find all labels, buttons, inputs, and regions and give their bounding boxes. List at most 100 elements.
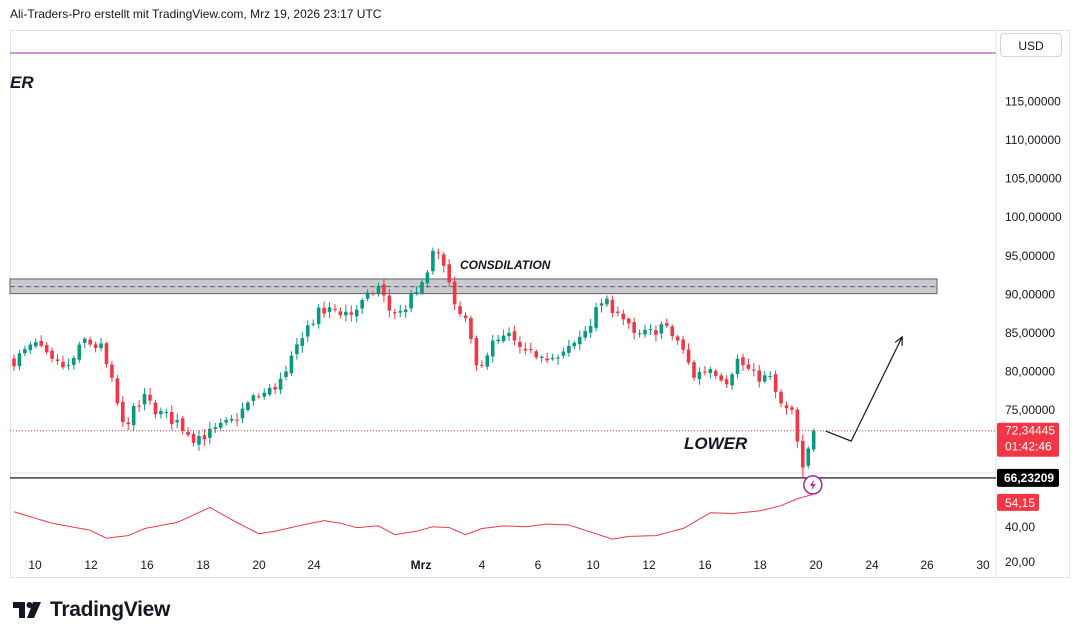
rsi-line <box>13 493 814 540</box>
candle-body <box>213 427 218 429</box>
candle-body <box>452 281 457 305</box>
candle-body <box>713 370 718 376</box>
candle-body <box>686 349 691 363</box>
resistance-zone: CONSDILATION <box>9 258 938 295</box>
candle-body <box>267 387 272 395</box>
candle-body <box>159 411 163 415</box>
candle-body <box>365 292 370 299</box>
candle-body <box>333 308 337 310</box>
candle-body <box>257 396 261 398</box>
candle-body <box>17 353 22 367</box>
candle-body <box>730 374 734 386</box>
candle-body <box>599 303 604 306</box>
time-tick-label: 10 <box>28 558 42 572</box>
candle-body <box>512 331 517 341</box>
candle-body <box>23 349 27 354</box>
candle-body <box>376 285 381 294</box>
candle-body <box>577 336 582 345</box>
candle-body <box>431 250 435 272</box>
candle-body <box>784 405 789 408</box>
candle-body <box>681 339 685 350</box>
time-tick-label: 20 <box>809 558 823 572</box>
time-tick-label: 12 <box>84 558 98 572</box>
candle-body <box>403 309 408 313</box>
current-price-badge <box>997 422 1059 457</box>
candle-body <box>463 315 468 319</box>
candle-body <box>588 326 593 333</box>
consolidation-label: CONSDILATION <box>460 258 551 272</box>
candle-body <box>191 433 196 443</box>
candle-body <box>474 338 479 366</box>
time-axis: 10 12 16 18 20 24 Mrz 4 6 10 12 16 18 20 24 26 30 <box>28 558 990 572</box>
rsi-tick-label: 40,00 <box>1005 520 1035 534</box>
candle-body <box>300 338 305 346</box>
candle-body <box>594 307 598 328</box>
candle-body <box>121 401 125 423</box>
candle-body <box>795 409 800 442</box>
candle-body <box>240 408 245 419</box>
currency-selector[interactable]: USD <box>1000 33 1062 57</box>
candle-body <box>382 284 386 296</box>
candle-body <box>643 329 647 335</box>
candle-body <box>289 355 294 374</box>
price-tick-label: 80,00000 <box>1005 365 1055 379</box>
candle-body <box>632 322 636 333</box>
candle-body <box>648 329 653 331</box>
support-price-value: 66,23209 <box>1004 471 1054 485</box>
tradingview-logo-icon <box>13 602 41 618</box>
candle-body <box>539 356 544 359</box>
rsi-current-badge <box>997 493 1039 511</box>
candle-body <box>262 392 267 397</box>
candle-body <box>82 338 87 344</box>
candle-body <box>441 254 446 266</box>
candle-body <box>12 358 16 367</box>
price-axis: 115,00000 110,00000 105,00000 100,00000 95,0… <box>997 94 1062 487</box>
candle-body <box>529 349 533 351</box>
candle-body <box>305 325 310 337</box>
price-tick-label: 85,00000 <box>1005 326 1055 340</box>
candle-body <box>344 311 348 316</box>
price-tick-label: 90,00000 <box>1005 287 1055 301</box>
time-tick-label: 6 <box>535 558 542 572</box>
candle-body <box>284 371 288 378</box>
candle-body <box>295 344 299 355</box>
candle-body <box>752 369 756 371</box>
lightning-icon <box>809 479 816 491</box>
candle-body <box>354 309 359 317</box>
time-tick-label: 26 <box>920 558 934 572</box>
candle-body <box>322 307 326 314</box>
current-price-value: 72,34445 <box>1005 424 1055 438</box>
time-tick-label: 16 <box>698 558 712 572</box>
candle-body <box>316 307 321 325</box>
candle-body <box>202 435 207 440</box>
candle-body <box>659 324 664 334</box>
candle-body <box>414 292 419 294</box>
annotations-group: LOWER <box>684 335 903 495</box>
price-tick-label: 115,00000 <box>1005 94 1061 108</box>
candle-body <box>654 330 658 335</box>
candle-body <box>278 378 283 390</box>
candle-body <box>169 411 174 424</box>
price-tick-label: 75,00000 <box>1005 403 1055 417</box>
candle-body <box>626 318 631 324</box>
symbol-title: ER <box>10 73 34 92</box>
candle-body <box>425 272 430 284</box>
rsi-axis: 40,00 20,00 54,15 <box>997 493 1039 569</box>
candle-body <box>235 419 239 421</box>
time-tick-label: 18 <box>196 558 210 572</box>
candle-body <box>186 431 190 435</box>
candle-body <box>605 298 609 305</box>
candle-body <box>55 359 60 362</box>
candle-body <box>610 299 615 314</box>
candle-body <box>39 340 43 346</box>
candle-body <box>550 357 555 360</box>
price-tick-label: 100,00000 <box>1005 210 1062 224</box>
candle-body <box>197 435 201 445</box>
price-tick-label: 95,00000 <box>1005 249 1055 263</box>
candle-body <box>572 342 577 347</box>
tradingview-logo[interactable]: TradingView <box>12 598 170 622</box>
chart-attribution: Ali-Traders-Pro erstellt mit TradingView… <box>10 7 382 21</box>
candle-body <box>724 379 729 385</box>
candle-body <box>142 393 147 405</box>
